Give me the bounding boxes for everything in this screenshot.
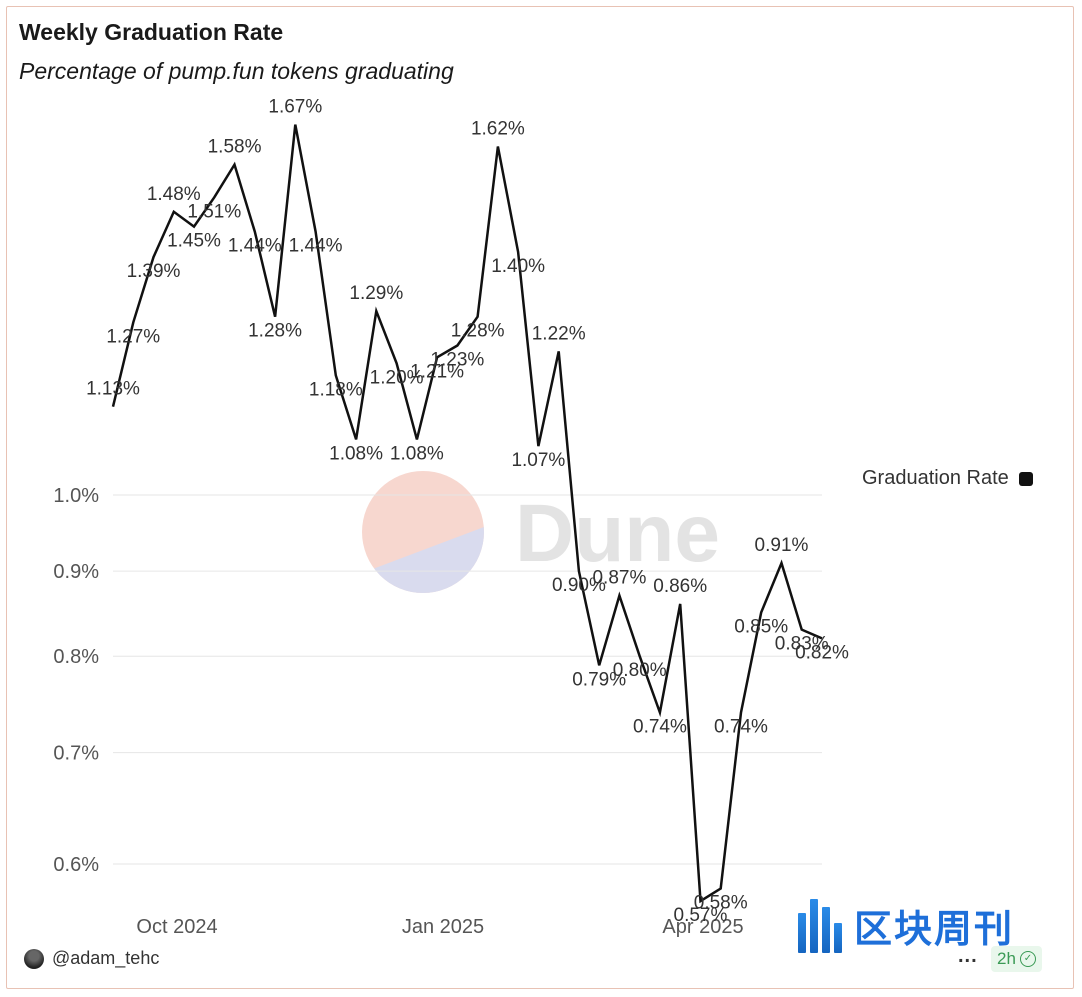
data-label: 0.80% bbox=[613, 660, 667, 681]
data-label: 1.44% bbox=[228, 236, 282, 257]
data-label: 1.29% bbox=[349, 283, 403, 304]
data-label: 1.62% bbox=[471, 119, 525, 140]
watermark-text: Dune bbox=[515, 488, 720, 579]
data-label: 0.85% bbox=[734, 616, 788, 637]
chart-card bbox=[6, 6, 1074, 989]
data-label: 0.91% bbox=[755, 535, 809, 556]
data-label: 0.83% bbox=[775, 634, 829, 655]
data-label: 0.79% bbox=[572, 669, 626, 690]
brand-logo: 区块周刊 bbox=[798, 898, 1014, 953]
x-tick-label: Jan 2025 bbox=[402, 916, 484, 938]
y-tick-label: 1.0% bbox=[53, 485, 99, 507]
refresh-age-badge[interactable]: 2h ✓ bbox=[991, 946, 1042, 972]
data-label: 1.40% bbox=[491, 256, 545, 277]
data-label: 1.21% bbox=[410, 361, 464, 382]
author[interactable]: @adam_tehc bbox=[24, 948, 159, 969]
data-label: 0.90% bbox=[552, 575, 606, 596]
x-tick-label: Oct 2024 bbox=[136, 916, 217, 938]
data-label: 1.51% bbox=[187, 201, 241, 222]
data-label: 1.18% bbox=[309, 379, 363, 400]
data-label: 1.22% bbox=[532, 323, 586, 344]
y-tick-label: 0.8% bbox=[53, 646, 99, 668]
data-label: 0.58% bbox=[694, 892, 748, 913]
data-labels: 1.13% 1.27% 1.39% 1.48% 1.45% 1.51% 1.58% 1.44%… bbox=[86, 97, 849, 926]
avatar[interactable] bbox=[24, 948, 44, 969]
author-handle[interactable]: @adam_tehc bbox=[52, 948, 160, 968]
chart-title: Weekly Graduation Rate bbox=[19, 19, 284, 45]
data-label: 1.48% bbox=[147, 184, 201, 205]
data-label: 0.74% bbox=[714, 717, 768, 738]
legend-label: Graduation Rate bbox=[862, 467, 1009, 489]
y-tick-label: 0.6% bbox=[53, 854, 99, 876]
data-label: 1.28% bbox=[451, 321, 505, 342]
data-label: 0.82% bbox=[795, 642, 849, 663]
data-label: 1.20% bbox=[370, 367, 424, 388]
data-label: 1.27% bbox=[106, 326, 160, 347]
data-label: 1.44% bbox=[289, 236, 343, 257]
series-line bbox=[111, 124, 823, 904]
legend-swatch bbox=[1018, 471, 1033, 486]
data-label: 0.87% bbox=[592, 568, 646, 589]
chart-subtitle: Percentage of pump.fun tokens graduating bbox=[19, 58, 454, 84]
data-label: 1.45% bbox=[167, 231, 221, 252]
data-label: 1.13% bbox=[86, 379, 140, 400]
data-label: 0.74% bbox=[633, 717, 687, 738]
y-tick-label: 0.9% bbox=[53, 561, 99, 583]
age-text: 2h bbox=[997, 949, 1016, 968]
data-label: 0.86% bbox=[653, 576, 707, 597]
legend[interactable]: Graduation Rate bbox=[862, 467, 1033, 490]
x-axis-ticks: Oct 2024 Jan 2025 Apr 2025 bbox=[136, 916, 743, 938]
y-gridlines bbox=[113, 494, 822, 865]
dune-watermark: Dune bbox=[362, 471, 720, 593]
series-line-path bbox=[111, 124, 823, 904]
brand-text: 区块周刊 bbox=[854, 907, 1015, 951]
data-label: 1.28% bbox=[248, 321, 302, 342]
brand-bars-icon bbox=[798, 898, 844, 953]
data-label: 1.58% bbox=[208, 137, 262, 158]
data-label: 1.08% bbox=[390, 443, 444, 464]
data-label: 1.07% bbox=[511, 450, 565, 471]
data-label: 0.57% bbox=[674, 905, 728, 926]
check-circle-icon: ✓ bbox=[1019, 951, 1036, 967]
x-tick-label: Apr 2025 bbox=[662, 916, 743, 938]
y-axis-ticks: 0.6% 0.7% 0.8% 0.9% 1.0% bbox=[53, 485, 99, 876]
data-label: 1.67% bbox=[268, 97, 322, 118]
y-tick-label: 0.7% bbox=[53, 743, 99, 765]
data-label: 1.39% bbox=[127, 261, 181, 282]
more-options-button[interactable]: ... bbox=[958, 945, 978, 967]
data-label: 1.08% bbox=[329, 443, 383, 464]
data-label: 1.23% bbox=[430, 349, 484, 370]
